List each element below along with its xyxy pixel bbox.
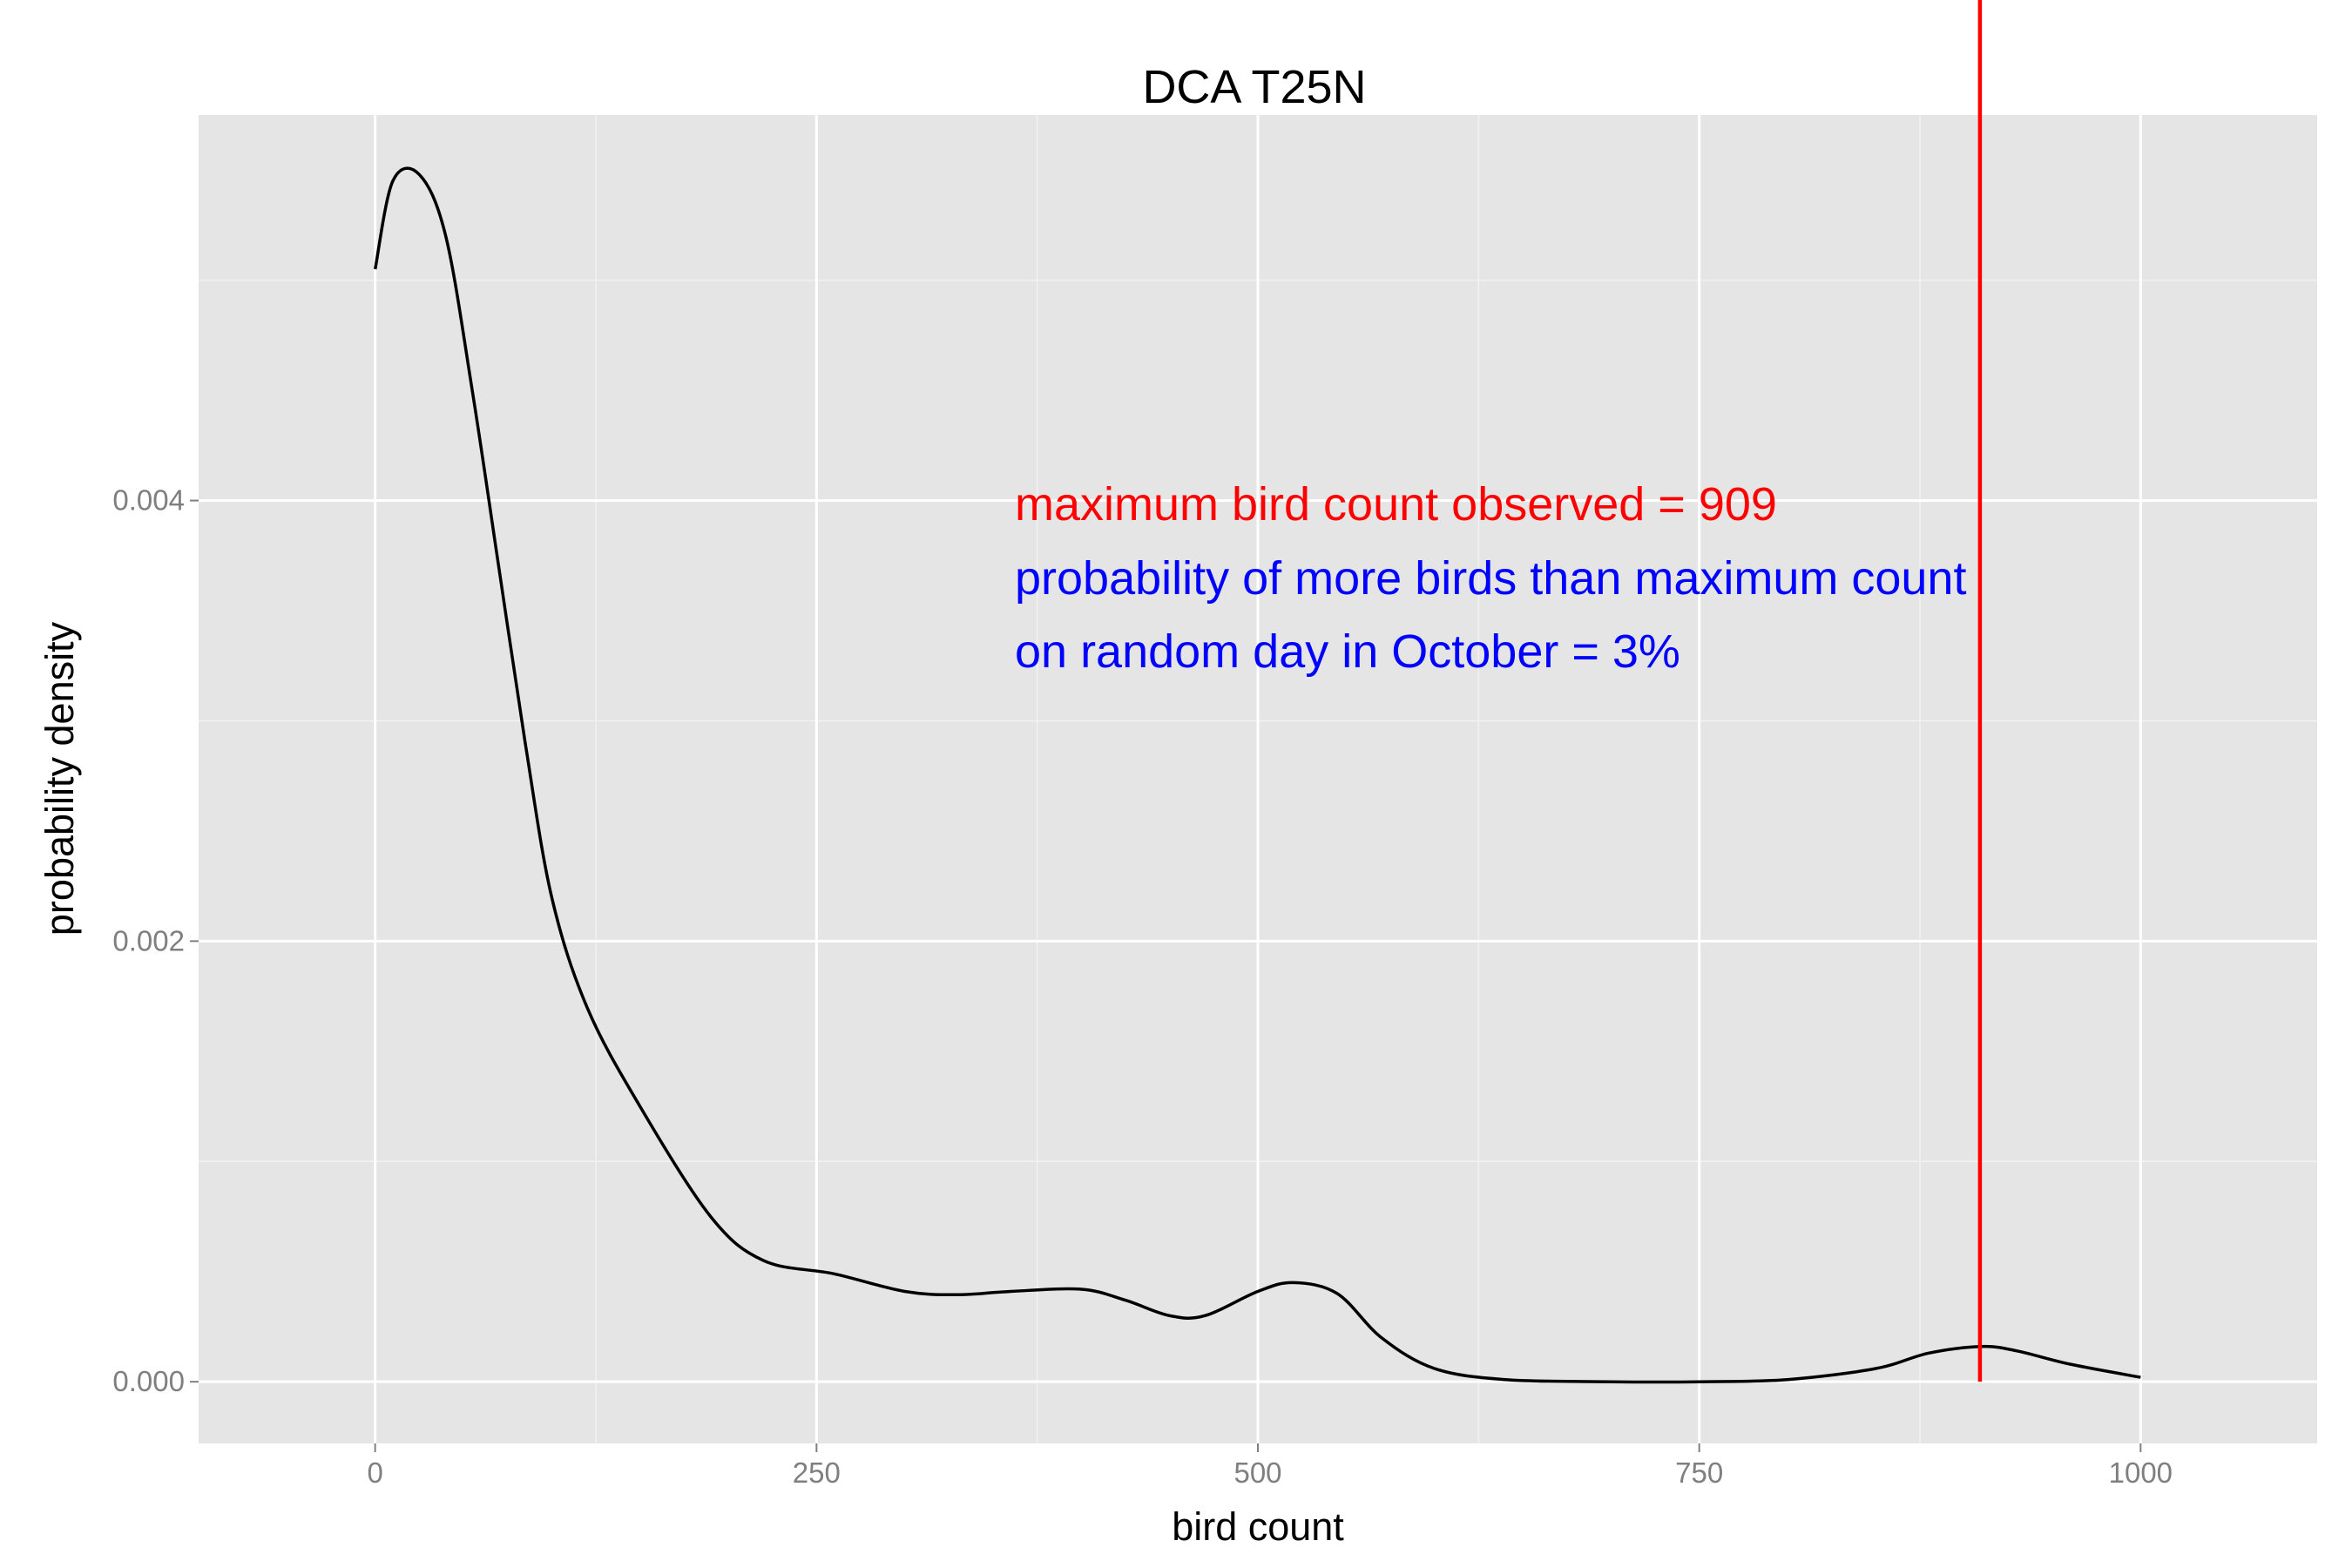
major-grid [199, 115, 2317, 1443]
x-axis-ticks: 0 250 500 750 1000 [367, 1443, 2173, 1489]
chart-title: DCA T25N [1142, 61, 1366, 113]
annotation-probability-line2: on random day in October = 3% [1015, 625, 1680, 678]
y-tick-label: 0.000 [112, 1365, 185, 1397]
x-tick-label: 1000 [2109, 1456, 2173, 1489]
density-curve [373, 166, 2141, 1384]
x-axis-title: bird count [1172, 1504, 1344, 1549]
y-axis-title: probability density [37, 621, 82, 936]
x-tick-label: 250 [793, 1456, 841, 1489]
x-tick-label: 0 [367, 1456, 382, 1489]
y-axis-ticks: 0.000 0.002 0.004 [112, 484, 199, 1397]
y-tick-label: 0.002 [112, 924, 185, 956]
annotation-max-count: maximum bird count observed = 909 [1015, 478, 1777, 531]
annotation-probability-line1: probability of more birds than maximum c… [1015, 552, 1966, 605]
y-tick-label: 0.004 [112, 484, 185, 517]
x-tick-label: 500 [1233, 1456, 1281, 1489]
x-tick-label: 750 [1675, 1456, 1723, 1489]
